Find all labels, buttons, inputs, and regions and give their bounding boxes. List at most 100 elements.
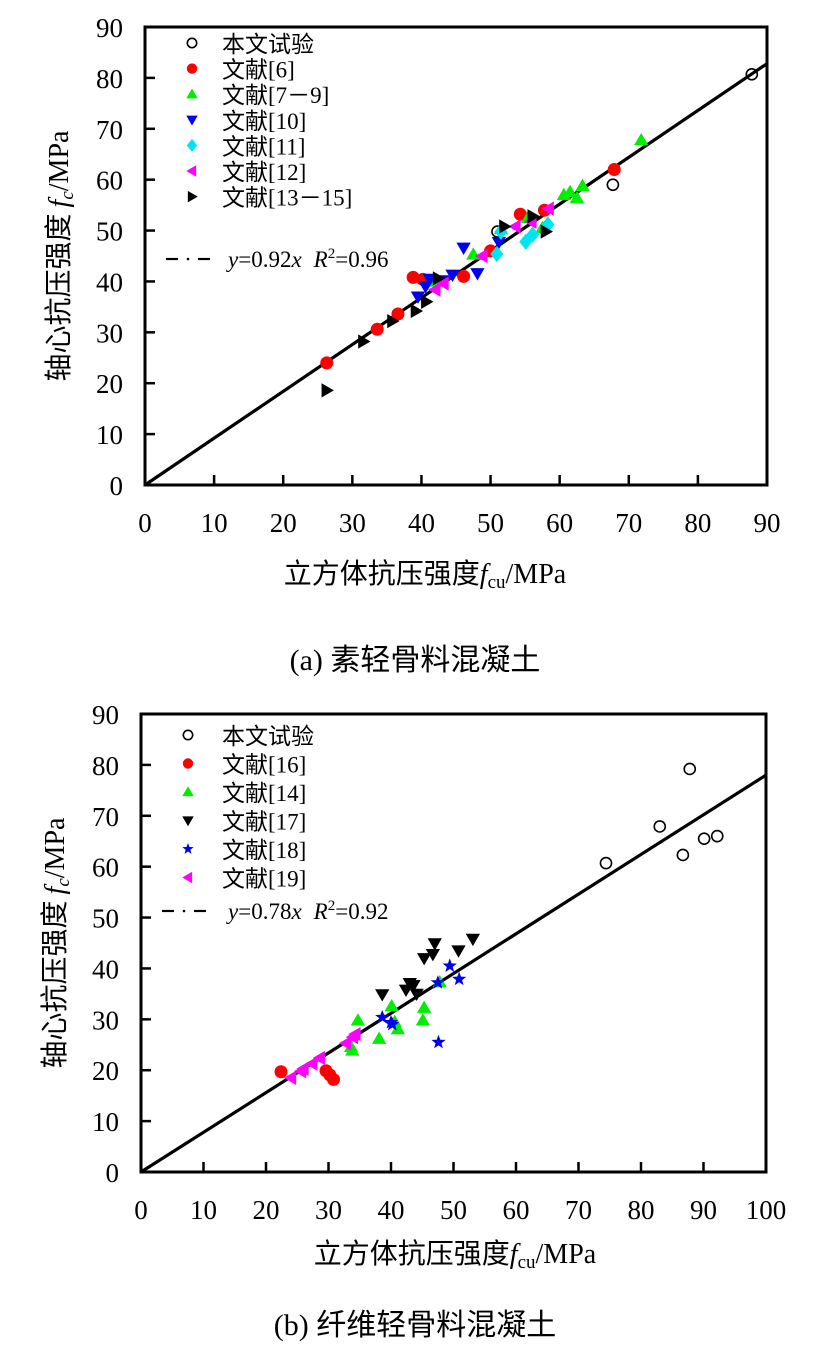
x-tick-label: 50: [477, 508, 504, 538]
x-axis-label: 立方体抗压强度fcu/MPa: [314, 1238, 597, 1273]
chart-b: 0 10 20 30 40 50 60 70 80 90 100 0 10 20 30 40 50 60 70 80 9…: [39, 700, 786, 1342]
y-tick-label: 50: [92, 904, 119, 934]
legend-label: 本文试验: [222, 724, 314, 749]
data-point: [275, 1065, 288, 1078]
x-tick-label: 20: [253, 1195, 280, 1225]
data-point: [470, 268, 484, 280]
y-tick-label: 40: [92, 954, 119, 984]
x-tick-label: 30: [315, 1195, 342, 1225]
y-tick-label: 20: [92, 1056, 119, 1086]
x-tick-label: 80: [684, 508, 711, 538]
data-point: [699, 833, 710, 844]
data-point: [677, 849, 688, 860]
legend-label: 文献[12]: [222, 160, 306, 185]
y-tick-label: 40: [96, 267, 123, 297]
legend-marker: [186, 165, 196, 176]
x-tick-label: 90: [754, 508, 781, 538]
y-tick-label: 30: [92, 1005, 119, 1035]
data-point: [327, 1073, 340, 1086]
data-point: [600, 858, 611, 869]
x-tick-label: 50: [440, 1195, 467, 1225]
y-tick-label: 60: [96, 166, 123, 196]
x-tick-label: 40: [378, 1195, 405, 1225]
data-point: [443, 958, 457, 972]
x-tick-label: 40: [408, 508, 435, 538]
x-tick-label: 70: [565, 1195, 592, 1225]
data-point: [322, 383, 334, 397]
data-point: [417, 1000, 431, 1012]
legend-label: 文献[10]: [222, 109, 306, 134]
legend-marker: [187, 139, 197, 152]
legend-label: 文献[17]: [222, 810, 306, 835]
x-tick-label: 0: [134, 1195, 148, 1225]
data-point: [320, 356, 333, 369]
x-tick-label: 10: [190, 1195, 217, 1225]
y-tick-label: 90: [96, 13, 123, 43]
series-4: [375, 958, 466, 1048]
legend-label: 本文试验: [222, 32, 314, 57]
data-point: [416, 1013, 430, 1025]
legend-fit-label: y=0.92x R2=0.96: [226, 246, 388, 272]
legend-fit-dot: [187, 258, 190, 261]
y-tick-label: 0: [110, 471, 124, 501]
legend-label: 文献[14]: [222, 781, 306, 806]
legend-marker: [183, 730, 192, 739]
x-tick-label: 60: [503, 1195, 530, 1225]
x-tick-label: 30: [339, 508, 366, 538]
legend-marker: [182, 872, 192, 883]
data-point: [607, 179, 618, 190]
data-point: [431, 1035, 445, 1049]
x-tick-label: 70: [615, 508, 642, 538]
x-tick-label: 80: [628, 1195, 655, 1225]
y-tick-label: 80: [92, 751, 119, 781]
y-axis-label: 轴心抗压强度fc/MPa: [43, 130, 78, 381]
legend-fit-dot: [183, 910, 186, 913]
data-point: [456, 243, 470, 255]
legend-label: 文献[13－15]: [222, 186, 352, 211]
legend-marker: [187, 38, 196, 47]
data-point: [654, 821, 665, 832]
caption-a: (a) 素轻骨料混凝土: [290, 644, 541, 677]
legend-marker: [183, 758, 193, 768]
series-5: [284, 1027, 361, 1085]
legend-marker: [182, 843, 193, 854]
chart-a: 0 10 20 30 40 50 60 70 80 90 0 10 20 30 40 50 60 70 80 90 本…: [43, 13, 781, 677]
data-point: [451, 945, 465, 957]
legend-label: 文献[11]: [222, 134, 305, 159]
legend-label: 文献[19]: [222, 867, 306, 892]
legend-fit-label: y=0.78x R2=0.92: [226, 898, 388, 924]
y-tick-label: 80: [96, 64, 123, 94]
series-6: [322, 209, 553, 397]
y-tick-label: 90: [92, 700, 119, 730]
data-point: [457, 270, 470, 283]
data-point: [684, 763, 695, 774]
data-point: [371, 323, 384, 336]
data-point: [417, 953, 431, 965]
data-point: [428, 938, 442, 950]
data-point: [384, 999, 398, 1011]
y-axis-label: 轴心抗压强度fc/MPa: [39, 817, 74, 1068]
legend-marker: [187, 63, 197, 73]
x-tick-label: 20: [270, 508, 297, 538]
data-point: [608, 163, 621, 176]
fit-line: [141, 775, 766, 1172]
legend-marker: [188, 191, 198, 202]
legend-marker: [182, 816, 193, 826]
data-point: [351, 1013, 365, 1025]
y-tick-label: 50: [96, 217, 123, 247]
legend-label: 文献[6]: [222, 58, 295, 83]
x-tick-label: 60: [546, 508, 573, 538]
caption-b: (b) 纤维轻骨料混凝土: [274, 1309, 556, 1342]
x-tick-label: 90: [690, 1195, 717, 1225]
data-point: [375, 989, 389, 1001]
y-tick-label: 70: [92, 802, 119, 832]
y-tick-label: 70: [96, 115, 123, 145]
x-axis-label: 立方体抗压强度fcu/MPa: [284, 558, 567, 593]
y-tick-label: 30: [96, 318, 123, 348]
legend-label: 文献[7－9]: [222, 83, 329, 108]
legend-marker: [186, 88, 197, 98]
data-point: [372, 1032, 386, 1044]
data-point: [466, 934, 480, 946]
legend-label: 文献[16]: [222, 753, 306, 778]
